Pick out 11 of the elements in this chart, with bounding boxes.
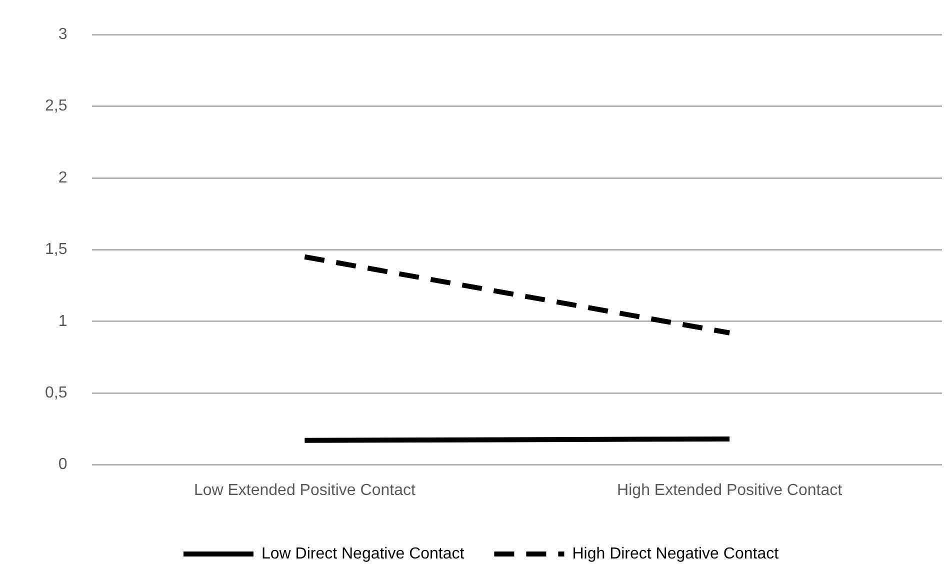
x-tick-label: High Extended Positive Contact xyxy=(617,482,843,499)
legend-label: Low Direct Negative Contact xyxy=(261,545,465,562)
y-tick-label: 0,5 xyxy=(44,384,68,402)
y-tick-label: 2 xyxy=(58,169,68,186)
legend-label: High Direct Negative Contact xyxy=(572,545,780,562)
y-tick-label: 3 xyxy=(58,26,68,44)
y-tick-label: 1 xyxy=(58,312,68,330)
y-tick-label: 0 xyxy=(58,456,68,474)
x-tick-label: Low Extended Positive Contact xyxy=(194,482,416,499)
y-tick-label: 1,5 xyxy=(44,241,68,258)
y-tick-label: 2,5 xyxy=(44,98,68,115)
